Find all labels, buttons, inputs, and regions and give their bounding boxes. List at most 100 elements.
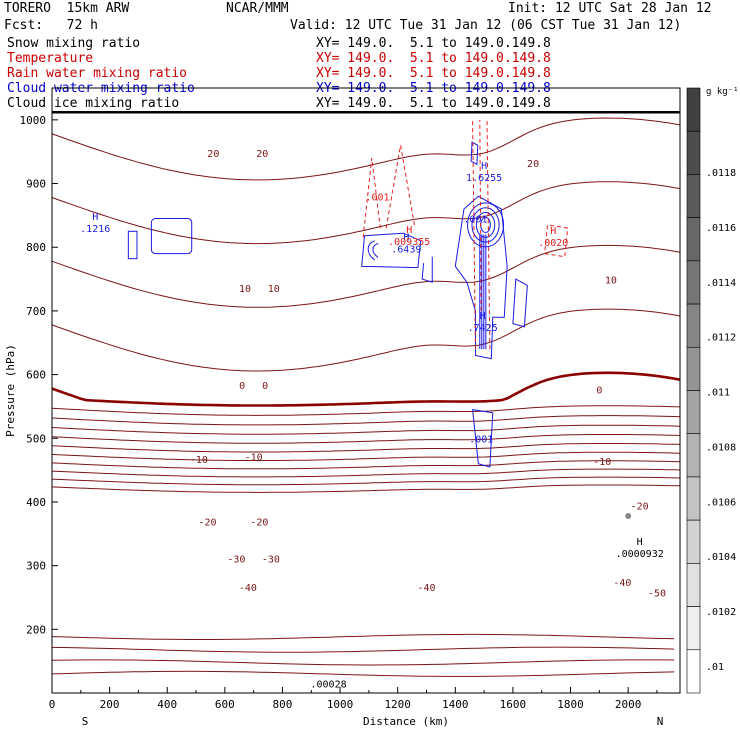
y-axis-title: Pressure (hPa) bbox=[4, 344, 17, 437]
colorbar-unit: g kg⁻¹ bbox=[706, 87, 739, 97]
colorbar-tick-label: .0106 bbox=[706, 497, 736, 508]
cloud-ice-max-mark: H bbox=[637, 537, 643, 548]
y-tick-label: 600 bbox=[26, 369, 46, 382]
colorbar-segment bbox=[686, 303, 701, 348]
rain-water-max-value: .009355 bbox=[388, 237, 430, 248]
colorbar-tick-label: .0118 bbox=[706, 168, 736, 179]
valid-time: Valid: 12 UTC Tue 31 Jan 12 (06 CST Tue … bbox=[290, 18, 682, 33]
snow-spot bbox=[625, 512, 632, 519]
x-tick-label: 200 bbox=[100, 698, 120, 711]
cloud-water-max-mark: H bbox=[481, 161, 487, 172]
cloud-ice-max-value: .00028 bbox=[310, 679, 346, 690]
x-tick-label: 1400 bbox=[442, 698, 469, 711]
isotherm-label: -50 bbox=[648, 589, 666, 600]
cloud-water-max-value: .001 bbox=[463, 215, 487, 226]
isotherm-0 bbox=[51, 371, 681, 407]
cloud-water-max-mark: H bbox=[92, 212, 98, 223]
isotherm-label: 10 bbox=[605, 275, 617, 286]
x-end-left: S bbox=[82, 715, 89, 728]
cloud-water-contour bbox=[150, 218, 193, 255]
isotherm-label: 0 bbox=[596, 386, 602, 397]
colorbar-segment bbox=[686, 346, 701, 391]
y-tick-label: 1000 bbox=[20, 114, 47, 127]
isotherm-m30 bbox=[51, 451, 681, 462]
colorbar-tick-label: .0116 bbox=[706, 223, 736, 234]
isotherm-label: -20 bbox=[250, 517, 268, 528]
cloud-water-max-mark: H bbox=[403, 232, 409, 243]
x-tick-label: 1600 bbox=[500, 698, 527, 711]
colorbar-segment bbox=[686, 563, 701, 607]
colorbar-segment bbox=[686, 476, 701, 521]
isotherm-m45 bbox=[51, 476, 681, 486]
colorbar-segment bbox=[686, 87, 701, 132]
x-axis-title: Distance (km) bbox=[363, 715, 449, 728]
colorbar-tick-label: .0114 bbox=[706, 278, 736, 289]
colorbar-segment bbox=[686, 433, 701, 478]
isotherm-label: -10 bbox=[190, 455, 208, 466]
forecast-hour: Fcst: 72 h bbox=[4, 18, 98, 33]
isotherm-label: -30 bbox=[262, 554, 280, 565]
cloud-water-max-value: .1216 bbox=[80, 224, 110, 235]
isotherm-m50 bbox=[51, 484, 681, 493]
y-tick-label: 200 bbox=[26, 623, 46, 636]
isotherm-upper bbox=[51, 646, 675, 653]
cloud-water-max-value: .6439 bbox=[391, 244, 421, 255]
isotherm-m40 bbox=[51, 468, 681, 478]
cloud-ice-max-value: .0000932 bbox=[616, 549, 664, 560]
colorbar-tick-label: .011 bbox=[706, 388, 730, 399]
x-tick-label: 1000 bbox=[327, 698, 354, 711]
field-name-temperature: Temperature bbox=[7, 51, 94, 66]
isotherm-upper bbox=[51, 670, 675, 677]
isotherm-m25 bbox=[51, 443, 681, 453]
cloud-water-contour bbox=[372, 242, 379, 258]
x-tick-label: 1800 bbox=[557, 698, 584, 711]
isotherm-5 bbox=[51, 308, 681, 372]
isotherm-m10 bbox=[51, 415, 681, 426]
plot-frame bbox=[51, 87, 681, 694]
x-tick-label: 400 bbox=[157, 698, 177, 711]
center-name: NCAR/MMM bbox=[226, 1, 289, 16]
field-name-rain: Rain water mixing ratio bbox=[7, 66, 188, 81]
cloud-water-max-value: 1.6255 bbox=[466, 173, 502, 184]
isotherm-m35 bbox=[51, 460, 681, 470]
colorbar-segment bbox=[686, 130, 701, 175]
model-title: TORERO 15km ARW bbox=[4, 1, 130, 16]
rain-water-contour bbox=[362, 145, 416, 238]
colorbar-segment bbox=[686, 649, 701, 694]
cloud-water-max-mark: H bbox=[480, 311, 486, 322]
isotherm-label: -40 bbox=[239, 583, 257, 594]
isotherm-15 bbox=[51, 181, 681, 245]
y-tick-label: 800 bbox=[26, 241, 46, 254]
y-tick-label: 300 bbox=[26, 560, 46, 573]
isotherm-label: -20 bbox=[199, 517, 217, 528]
rain-water-max-value: .0020 bbox=[538, 238, 568, 249]
colorbar-segment bbox=[686, 519, 701, 564]
isotherm-upper bbox=[51, 633, 675, 640]
isotherm-label: 20 bbox=[527, 159, 539, 170]
cloud-water-contour bbox=[127, 230, 138, 260]
x-tick-label: 2000 bbox=[615, 698, 642, 711]
cloud-water-contour bbox=[367, 240, 375, 261]
isotherm-m15 bbox=[51, 424, 681, 435]
isotherm-label: 10 bbox=[268, 284, 280, 295]
cloud-water-contour bbox=[472, 409, 494, 468]
field-xy-temperature: XY= 149.0. 5.1 to 149.0.149.8 bbox=[316, 51, 551, 66]
colorbar-segment bbox=[686, 606, 701, 651]
colorbar-segment bbox=[686, 390, 701, 435]
rain-water-max-mark: H bbox=[406, 225, 412, 236]
isotherm-m5 bbox=[51, 405, 681, 416]
cloud-water-contours bbox=[127, 141, 528, 468]
colorbar-tick-label: .01 bbox=[706, 662, 724, 673]
colorbar-tick-label: .0108 bbox=[706, 442, 736, 453]
colorbar-tick-label: .0102 bbox=[706, 607, 736, 618]
x-tick-label: 0 bbox=[49, 698, 56, 711]
isotherm-20 bbox=[51, 117, 681, 181]
cloud-water-max-value: .001 bbox=[469, 434, 493, 445]
contour-annotations: H.1216H.6439H.7425.001.001H1.6255H.00935… bbox=[80, 161, 664, 690]
plot-axes: 0 200 400 600 800 1000 1200 1400 1600 1800 2000200… bbox=[4, 87, 681, 728]
rain-water-max-value: .001 bbox=[365, 192, 389, 203]
x-tick-label: 800 bbox=[273, 698, 293, 711]
isotherm-label: 20 bbox=[256, 149, 268, 160]
colorbar-segment bbox=[686, 260, 701, 305]
